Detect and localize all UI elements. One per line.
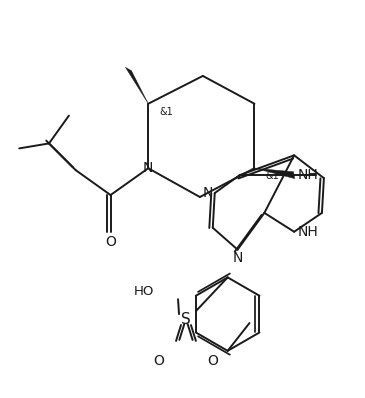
Polygon shape <box>126 67 148 104</box>
Text: &1: &1 <box>265 171 279 181</box>
Text: N: N <box>143 161 153 175</box>
Text: O: O <box>105 235 116 249</box>
Text: O: O <box>154 354 165 368</box>
Text: &1: &1 <box>159 107 173 117</box>
Text: NH: NH <box>298 225 318 239</box>
Text: NH: NH <box>298 168 318 182</box>
Text: S: S <box>181 312 191 327</box>
Text: N: N <box>233 251 243 265</box>
Text: HO: HO <box>134 285 154 298</box>
Text: O: O <box>207 354 218 368</box>
Text: N: N <box>203 186 213 200</box>
Polygon shape <box>254 168 295 179</box>
